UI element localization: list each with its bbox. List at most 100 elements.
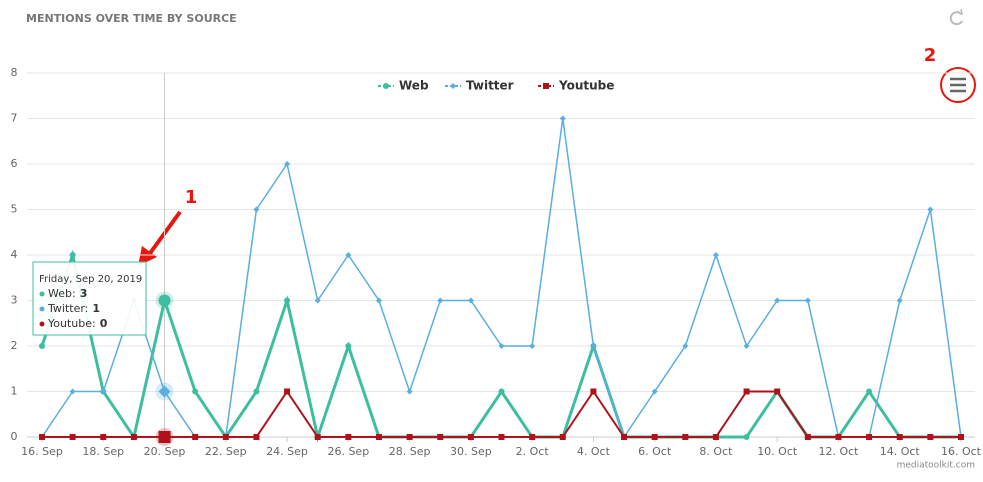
- point: [927, 206, 934, 213]
- y-tick-label: 6: [11, 157, 18, 170]
- point: [712, 252, 719, 258]
- tooltip-title: Friday, Sep 20, 2019: [39, 274, 142, 285]
- point: [529, 434, 536, 440]
- point: [804, 297, 811, 304]
- y-tick-label: 8: [11, 66, 18, 79]
- y-tick-label: 0: [11, 430, 18, 443]
- y-tick-label: 3: [11, 294, 18, 307]
- tooltip-label: Web:: [48, 287, 76, 300]
- point: [375, 297, 382, 304]
- x-tick-label: 8. Oct: [699, 445, 733, 458]
- x-tick-label: 26. Sep: [327, 445, 369, 458]
- menu-button[interactable]: [940, 67, 976, 103]
- point: [774, 388, 781, 395]
- point: [314, 434, 321, 440]
- point: [158, 385, 171, 398]
- tooltip-value: 0: [100, 317, 108, 330]
- point: [253, 388, 260, 395]
- tooltip-dot: [39, 291, 45, 297]
- tooltip-value: 3: [80, 287, 88, 300]
- tooltip-box: [32, 261, 147, 336]
- point: [253, 206, 260, 213]
- tooltip-label: Twitter:: [47, 302, 88, 315]
- point: [467, 434, 474, 440]
- point: [158, 294, 171, 307]
- x-tick-label: 2. Oct: [516, 445, 550, 458]
- chart-title: MENTIONS OVER TIME BY SOURCE: [26, 12, 237, 25]
- y-tick-label: 5: [11, 203, 18, 216]
- point: [498, 434, 505, 440]
- point: [896, 434, 903, 440]
- tooltip-row: Youtube: 0: [47, 317, 108, 330]
- x-tick-label: 24. Sep: [266, 445, 308, 458]
- point: [130, 434, 137, 440]
- point: [345, 434, 352, 440]
- point: [69, 388, 76, 395]
- point: [682, 434, 689, 440]
- x-tick-label: 30. Sep: [450, 445, 492, 458]
- x-tick-label: 20. Sep: [144, 445, 186, 458]
- point: [927, 434, 934, 440]
- point: [529, 343, 536, 349]
- legend-marker: [450, 83, 456, 89]
- point: [467, 297, 474, 304]
- point: [69, 434, 76, 440]
- point: [284, 161, 291, 167]
- tooltip-label: Youtube:: [47, 317, 96, 330]
- point: [559, 434, 566, 440]
- x-tick-label: 4. Oct: [577, 445, 611, 458]
- point: [314, 297, 321, 304]
- legend-label[interactable]: Web: [399, 79, 429, 93]
- tooltip-row: Web: 3: [48, 287, 87, 300]
- point: [804, 434, 811, 440]
- point: [498, 388, 505, 395]
- point: [866, 434, 873, 440]
- point: [375, 434, 382, 440]
- point: [192, 434, 199, 440]
- tooltip-dot: [39, 321, 45, 327]
- x-tick-label: 28. Sep: [389, 445, 431, 458]
- point: [896, 297, 903, 304]
- point: [158, 431, 171, 443]
- point: [590, 343, 597, 349]
- refresh-icon[interactable]: [949, 8, 964, 26]
- point: [774, 297, 781, 304]
- point: [253, 434, 260, 440]
- y-tick-label: 7: [11, 112, 18, 125]
- y-tick-label: 1: [11, 385, 18, 398]
- x-tick-label: 12. Oct: [818, 445, 859, 458]
- annotation: 1: [185, 187, 198, 208]
- point: [498, 343, 505, 349]
- point: [437, 434, 444, 440]
- x-tick-label: 14. Oct: [880, 445, 921, 458]
- point: [345, 343, 352, 349]
- point: [743, 434, 750, 440]
- point: [39, 434, 45, 440]
- point: [743, 388, 750, 395]
- x-tick-label: 18. Sep: [82, 445, 124, 458]
- x-tick-label: 16. Sep: [21, 445, 63, 458]
- x-tick-label: 6. Oct: [638, 445, 672, 458]
- legend-label[interactable]: Youtube: [558, 79, 614, 93]
- tooltip-row: Twitter: 1: [47, 302, 100, 315]
- arrow: [138, 210, 182, 266]
- x-tick-label: 16. Oct: [941, 445, 982, 458]
- point: [866, 388, 873, 395]
- x-tick-label: 22. Sep: [205, 445, 247, 458]
- y-tick-label: 2: [11, 339, 18, 352]
- legend-marker: [543, 83, 549, 89]
- point: [651, 434, 658, 440]
- x-tick-label: 10. Oct: [757, 445, 798, 458]
- tooltip: Friday, Sep 20, 2019 Web: 3 Twitter: 1 Youtu…: [32, 261, 147, 336]
- point: [621, 434, 628, 440]
- point: [406, 388, 413, 395]
- point: [100, 388, 107, 395]
- point: [345, 252, 352, 258]
- legend-label[interactable]: Twitter: [466, 79, 514, 93]
- point: [651, 388, 658, 395]
- point: [406, 434, 413, 440]
- point: [590, 388, 597, 395]
- tooltip-dot: [39, 306, 45, 312]
- point: [437, 297, 444, 304]
